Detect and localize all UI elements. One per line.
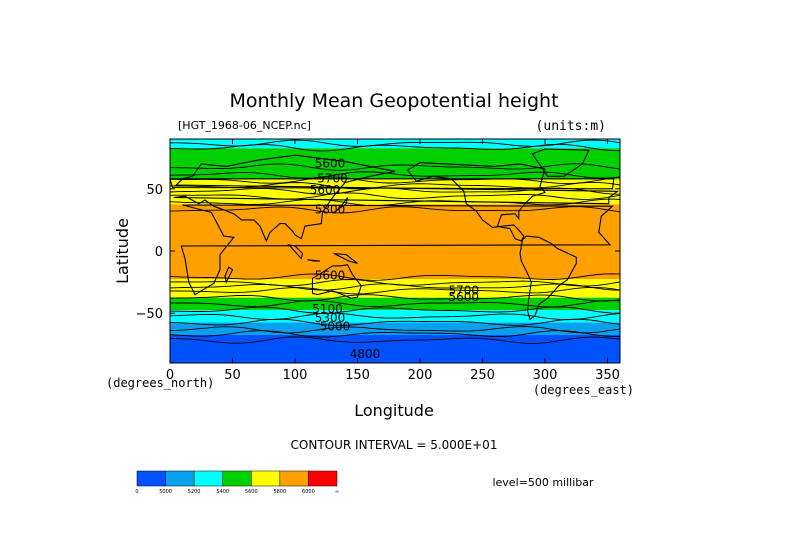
- contour-line: [169, 326, 621, 334]
- colorbar-swatch: [251, 470, 281, 487]
- field-band: [170, 279, 620, 298]
- colorbar-tick-label: 5000: [159, 489, 172, 495]
- colorbar-swatch: [193, 470, 223, 487]
- contour-label: 5800: [315, 203, 346, 217]
- coastline: [287, 243, 304, 260]
- x-tick-label: 150: [345, 368, 370, 383]
- colorbar-tick-label: 5600: [245, 489, 258, 495]
- field-band: [170, 335, 620, 363]
- x-tick-label: 250: [470, 368, 495, 383]
- coastline: [224, 266, 234, 284]
- contour-label: 5600: [315, 269, 346, 283]
- coastline: [311, 264, 362, 299]
- x-unit-label: (degrees_east): [533, 383, 634, 397]
- plot-area: 5600570056005800560057005600510053005000…: [169, 138, 621, 364]
- units-label: (units:m): [536, 119, 606, 134]
- contour-line: [169, 330, 621, 338]
- contour-label: 5600: [448, 290, 479, 304]
- colorbar-tick-label: 6000: [302, 489, 315, 495]
- coastline: [180, 204, 614, 296]
- colorbar-swatch: [222, 470, 252, 487]
- colorbar-tick-label: 5400: [216, 489, 229, 495]
- y-tick-label: 50: [146, 183, 163, 198]
- y-unit-label: (degrees_north): [106, 376, 214, 390]
- field-band: [170, 204, 620, 279]
- contour-line: [169, 279, 621, 287]
- chart-title: Monthly Mean Geopotential height: [229, 90, 558, 112]
- x-tick-label: 300: [533, 368, 558, 383]
- y-tick-label: −50: [136, 307, 163, 322]
- contour-label: 4800: [350, 347, 381, 361]
- contour-label: 5700: [448, 284, 479, 298]
- field-band: [170, 297, 620, 311]
- axes: 0 50 100 150 200 250 300 350 50 0 −50: [136, 139, 620, 383]
- y-tick-label: 0: [155, 245, 163, 260]
- x-tick-label: 0: [166, 368, 174, 383]
- contour-line: [169, 198, 621, 207]
- x-tick-label: 200: [408, 368, 433, 383]
- contour-label: 5700: [317, 172, 348, 186]
- contour-line: [169, 318, 621, 326]
- contour-label: 5600: [310, 183, 341, 197]
- contour-line: [169, 273, 621, 281]
- colorbar-swatch: [279, 470, 309, 487]
- contour-line: [170, 336, 621, 344]
- contour-line: [169, 300, 621, 308]
- contour-line: [169, 312, 621, 321]
- contour-line: [169, 286, 621, 295]
- contour-line: [170, 163, 621, 171]
- contour-line: [169, 143, 621, 152]
- coastline: [333, 197, 349, 213]
- colorbar-swatch: [308, 470, 338, 487]
- coastline: [333, 252, 358, 264]
- coastline: [173, 154, 620, 243]
- x-tick-label: 50: [224, 368, 241, 383]
- contour-label: 5300: [315, 311, 346, 325]
- coastline: [406, 162, 546, 242]
- coastline: [531, 148, 590, 177]
- contour-interval-text: CONTOUR INTERVAL = 5.000E+01: [291, 438, 498, 452]
- x-axis-title: Longitude: [354, 401, 434, 420]
- coastline: [519, 235, 577, 321]
- contour-label: 5600: [315, 157, 346, 171]
- contour-label: 5100: [312, 302, 343, 316]
- level-text: level=500 millibar: [492, 476, 594, 489]
- colorbar-swatch: [165, 470, 195, 487]
- coastline: [307, 259, 321, 262]
- colorbar: 0 5000 5200 5400 5600 5800 6000 ∞: [135, 470, 339, 495]
- contour-line: [169, 206, 621, 214]
- colorbar-tick-label: 5200: [188, 489, 201, 495]
- contour-line: [169, 192, 621, 200]
- contour-line: [169, 176, 621, 185]
- x-tick-label: 100: [283, 368, 308, 383]
- x-tick-label: 350: [595, 368, 620, 383]
- colorbar-swatch: [136, 470, 166, 487]
- source-label: [HGT_1968-06_NCEP.nc]: [178, 119, 311, 132]
- colorbar-tick-label: 5800: [273, 489, 286, 495]
- contour-line: [169, 294, 621, 302]
- y-axis-title: Latitude: [113, 218, 132, 284]
- contour-label: 5000: [320, 320, 351, 334]
- colorbar-tick-label: 0: [135, 489, 138, 495]
- colorbar-tick-label: ∞: [335, 489, 339, 495]
- contour-line: [169, 306, 621, 314]
